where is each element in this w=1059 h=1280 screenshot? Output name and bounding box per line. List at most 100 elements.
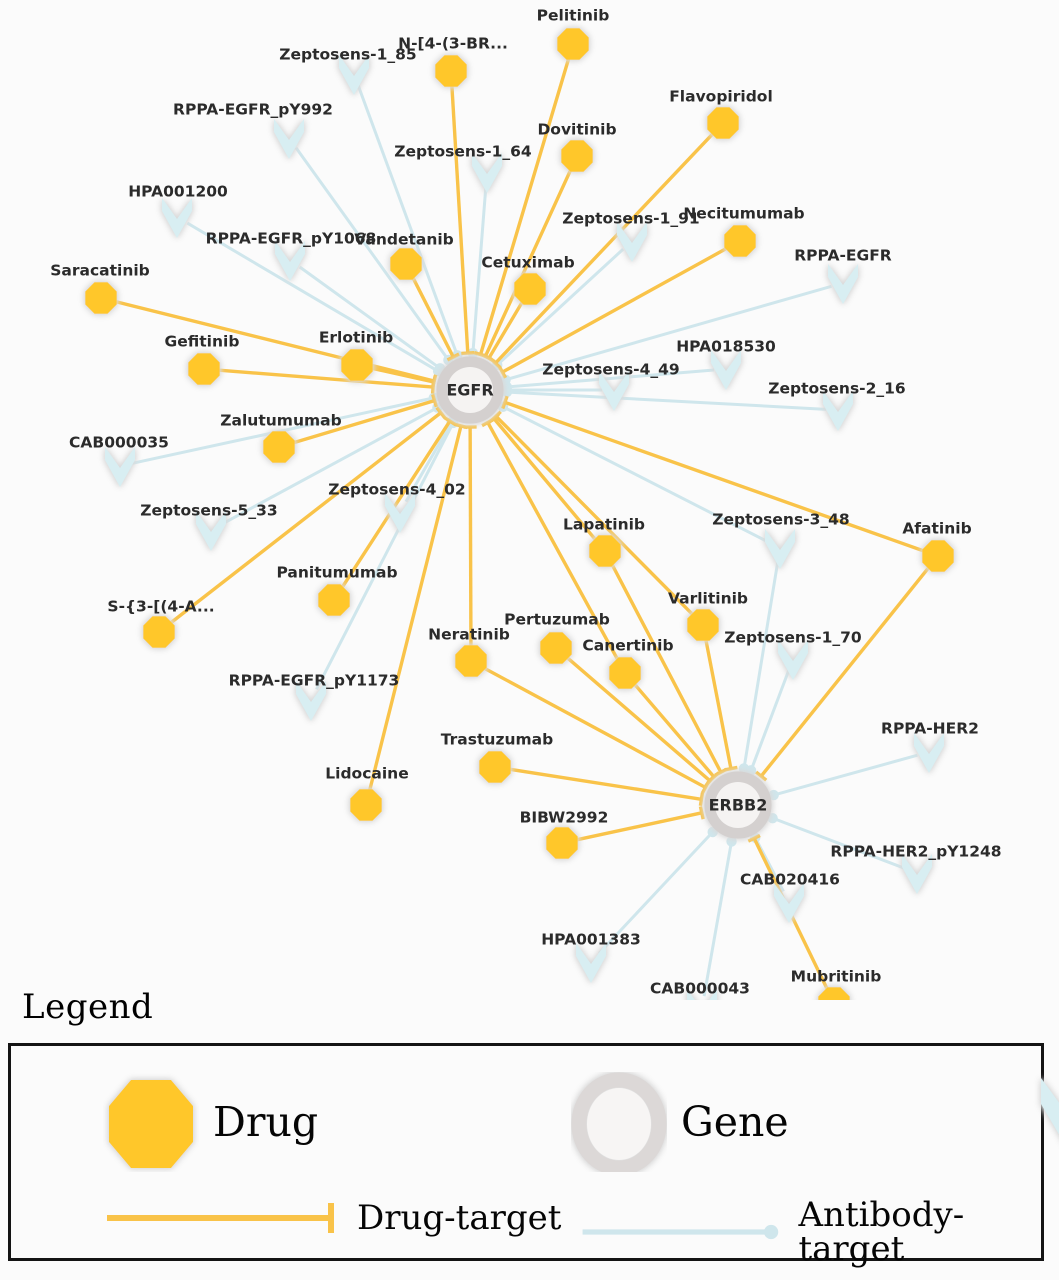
antibody-node[interactable] (339, 55, 369, 95)
drug-octagon[interactable] (687, 609, 719, 641)
drug-octagon[interactable] (557, 28, 589, 60)
drug-node[interactable] (609, 657, 641, 689)
drug-node[interactable] (707, 107, 739, 139)
gene-node-egfr[interactable] (436, 356, 504, 424)
antibody-node[interactable] (385, 493, 415, 533)
antibody-chevron[interactable] (296, 681, 326, 721)
drug-node[interactable] (724, 225, 756, 257)
antibody-chevron[interactable] (105, 447, 135, 487)
drug-node[interactable] (263, 431, 295, 463)
drug-node[interactable] (435, 55, 467, 87)
drug-node[interactable] (479, 751, 511, 783)
antibody-chevron[interactable] (774, 883, 804, 923)
drug-octagon[interactable] (589, 535, 621, 567)
drug-node[interactable] (188, 353, 220, 385)
antibody-chevron[interactable] (385, 493, 415, 533)
antibody-chevron[interactable] (823, 391, 853, 431)
antibody-chevron[interactable] (828, 264, 858, 304)
antibody-node[interactable] (472, 153, 502, 193)
drug-node[interactable] (818, 987, 850, 1000)
drug-octagon[interactable] (85, 282, 117, 314)
antibody-chevron[interactable] (274, 119, 304, 159)
drug-node[interactable] (455, 645, 487, 677)
gene-ring[interactable] (704, 771, 772, 839)
antibody-chevron[interactable] (275, 241, 305, 281)
drug-octagon[interactable] (341, 349, 373, 381)
gene-core[interactable] (447, 367, 493, 413)
gene-ring[interactable] (436, 356, 504, 424)
drug-octagon[interactable] (540, 632, 572, 664)
antibody-chevron[interactable] (914, 733, 944, 773)
antibody-node[interactable] (823, 391, 853, 431)
antibody-node[interactable] (765, 529, 795, 569)
antibody-node[interactable] (902, 854, 932, 894)
antibody-node[interactable] (914, 733, 944, 773)
drug-edge-tee-cap (707, 771, 720, 783)
drug-octagon[interactable] (707, 107, 739, 139)
antibody-chevron[interactable] (599, 371, 629, 411)
drug-octagon[interactable] (263, 431, 295, 463)
antibody-chevron[interactable] (472, 153, 502, 193)
antibody-node[interactable] (774, 883, 804, 923)
antibody-node[interactable] (617, 222, 647, 262)
antibody-chevron[interactable] (617, 222, 647, 262)
antibody-chevron[interactable] (711, 350, 741, 390)
antibody-node[interactable] (296, 681, 326, 721)
antibody-node[interactable] (576, 943, 606, 983)
antibody-node[interactable] (828, 264, 858, 304)
drug-octagon[interactable] (546, 827, 578, 859)
drug-octagon[interactable] (455, 645, 487, 677)
drug-octagon[interactable] (514, 273, 546, 305)
drug-node[interactable] (341, 349, 373, 381)
antibody-target-edge (772, 816, 907, 871)
antibody-node[interactable] (711, 350, 741, 390)
drug-octagon[interactable] (188, 353, 220, 385)
drug-node[interactable] (561, 140, 593, 172)
drug-octagon[interactable] (561, 140, 593, 172)
gene-core[interactable] (715, 782, 761, 828)
antibody-node[interactable] (196, 511, 226, 551)
drug-node[interactable] (390, 248, 422, 280)
drug-target-edge (494, 415, 696, 618)
drug-octagon[interactable] (143, 616, 175, 648)
antibody-edge-circle-cap (768, 789, 779, 801)
antibody-chevron[interactable] (576, 943, 606, 983)
drug-octagon[interactable] (818, 987, 850, 1000)
drug-octagon[interactable] (922, 540, 954, 572)
antibody-node[interactable] (105, 447, 135, 487)
drug-node[interactable] (557, 28, 589, 60)
drug-octagon[interactable] (479, 751, 511, 783)
drug-node[interactable] (318, 584, 350, 616)
antibody-chevron[interactable] (196, 511, 226, 551)
drug-target-edge (609, 560, 723, 774)
antibody-node[interactable] (599, 371, 629, 411)
antibody-node[interactable] (162, 198, 192, 238)
antibody-chevron[interactable] (902, 854, 932, 894)
antibody-node[interactable] (687, 989, 717, 1000)
antibody-chevron[interactable] (778, 640, 808, 680)
drug-node[interactable] (514, 273, 546, 305)
drug-octagon[interactable] (724, 225, 756, 257)
drug-node[interactable] (540, 632, 572, 664)
antibody-node[interactable] (274, 119, 304, 159)
drug-octagon[interactable] (318, 584, 350, 616)
antibody-chevron[interactable] (765, 529, 795, 569)
antibody-node[interactable] (778, 640, 808, 680)
gene-node-erbb2[interactable] (704, 771, 772, 839)
drug-node[interactable] (589, 535, 621, 567)
antibody-chevron[interactable] (162, 198, 192, 238)
drug-octagon[interactable] (350, 789, 382, 821)
drug-octagon[interactable] (435, 55, 467, 87)
drug-node[interactable] (546, 827, 578, 859)
drug-node[interactable] (922, 540, 954, 572)
drug-target-edge (409, 273, 455, 358)
drug-node[interactable] (687, 609, 719, 641)
antibody-node[interactable] (275, 241, 305, 281)
antibody-chevron[interactable] (687, 989, 717, 1000)
drug-octagon[interactable] (609, 657, 641, 689)
drug-node[interactable] (85, 282, 117, 314)
drug-octagon[interactable] (390, 248, 422, 280)
antibody-chevron[interactable] (339, 55, 369, 95)
drug-node[interactable] (350, 789, 382, 821)
drug-node[interactable] (143, 616, 175, 648)
